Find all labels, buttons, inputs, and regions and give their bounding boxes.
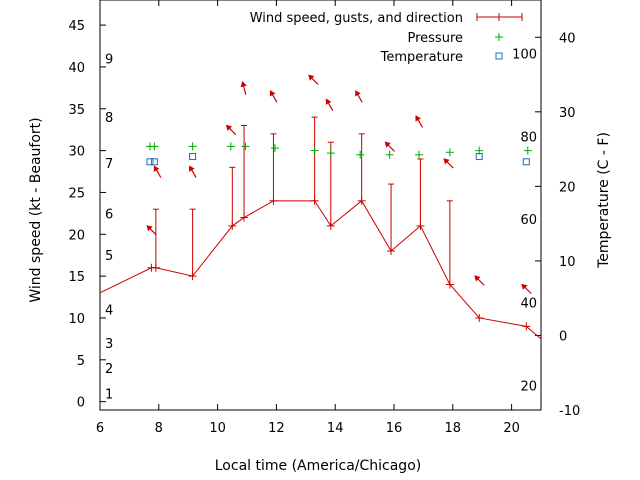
wind-direction-arrow bbox=[384, 141, 395, 152]
arrow-head bbox=[474, 275, 481, 282]
y-tick-label: 20 bbox=[68, 228, 85, 243]
wind-direction-arrow bbox=[189, 165, 197, 178]
beaufort-label: 7 bbox=[105, 157, 113, 172]
arrow-head bbox=[153, 165, 160, 172]
wind-direction-arrow bbox=[146, 225, 157, 236]
arrow-head bbox=[240, 81, 247, 88]
beaufort-label: 4 bbox=[105, 304, 113, 319]
arrow-head bbox=[384, 141, 391, 148]
x-tick-label: 6 bbox=[96, 421, 104, 436]
fahrenheit-label: 40 bbox=[520, 297, 537, 312]
y-tick-label: 5 bbox=[77, 354, 85, 369]
plot-axes: 6 8 10 12 14 16 18 20051015202530354045-1001020… bbox=[68, 0, 580, 436]
fahrenheit-label: 20 bbox=[520, 379, 537, 394]
temperature-point bbox=[150, 158, 158, 166]
legend-swatch-temperature bbox=[495, 52, 503, 60]
y2-tick-label: 40 bbox=[559, 31, 576, 46]
beaufort-label: 9 bbox=[105, 53, 113, 68]
x-tick-label: 20 bbox=[503, 421, 520, 436]
x-tick-label: 10 bbox=[209, 421, 226, 436]
beaufort-label: 3 bbox=[105, 337, 113, 352]
wind-direction-arrow bbox=[415, 115, 424, 128]
arrow-head bbox=[269, 90, 276, 97]
y-axis-label: Wind speed (kt - Beaufort) bbox=[28, 117, 44, 302]
wind-direction-arrow bbox=[355, 90, 363, 103]
y-tick-label: 25 bbox=[68, 186, 85, 201]
y2-axis-label: Temperature (C - F) bbox=[596, 132, 612, 269]
arrow-head bbox=[189, 165, 195, 172]
plot-frame bbox=[99, 0, 542, 411]
arrow-head bbox=[325, 98, 332, 105]
wind-direction-arrow bbox=[443, 158, 454, 169]
temperature-point bbox=[522, 158, 530, 166]
beaufort-label: 1 bbox=[105, 387, 113, 402]
legend-label-temperature: Temperature bbox=[380, 50, 463, 65]
wind-direction-arrow bbox=[521, 283, 532, 295]
fahrenheit-label: 80 bbox=[520, 130, 537, 145]
wind-direction-arrow bbox=[269, 90, 278, 103]
x-tick-label: 18 bbox=[445, 421, 462, 436]
temperature-point bbox=[189, 153, 197, 161]
arrow-head bbox=[225, 124, 233, 131]
wind-direction-arrow bbox=[474, 275, 485, 286]
chart-marks bbox=[99, 74, 542, 340]
wind-direction-arrow bbox=[225, 124, 237, 136]
arrow-head bbox=[415, 115, 422, 122]
y2-tick-label: 30 bbox=[559, 106, 576, 121]
y-tick-label: 15 bbox=[68, 270, 85, 285]
y-tick-label: 45 bbox=[68, 19, 85, 34]
y-tick-label: 40 bbox=[68, 61, 85, 76]
chart-legend: Wind speed, gusts, and direction Pressure… bbox=[250, 11, 523, 65]
y2-tick-label: 0 bbox=[559, 329, 567, 344]
wind-direction-arrow bbox=[308, 74, 319, 85]
x-axis-label: Local time (America/Chicago) bbox=[215, 458, 421, 474]
temperature-point bbox=[475, 153, 483, 161]
beaufort-label: 2 bbox=[105, 362, 113, 377]
x-tick-label: 12 bbox=[268, 421, 285, 436]
temperature-point bbox=[146, 158, 154, 166]
y-tick-label: 35 bbox=[68, 103, 85, 118]
arrow-head bbox=[146, 225, 153, 232]
legend-label-pressure: Pressure bbox=[407, 31, 463, 46]
y2-tick-label: -10 bbox=[559, 404, 580, 419]
wind-direction-arrow bbox=[240, 81, 247, 95]
x-tick-label: 16 bbox=[386, 421, 403, 436]
y-tick-label: 0 bbox=[77, 396, 85, 411]
beaufort-label: 5 bbox=[105, 249, 113, 264]
x-tick-label: 14 bbox=[327, 421, 344, 436]
y-tick-label: 10 bbox=[68, 312, 85, 327]
y-tick-label: 30 bbox=[68, 145, 85, 160]
y2-tick-label: 10 bbox=[559, 255, 576, 270]
arrow-head bbox=[521, 283, 528, 290]
x-tick-label: 8 bbox=[155, 421, 163, 436]
arrow-head bbox=[443, 158, 450, 165]
y2-tick-label: 20 bbox=[559, 180, 576, 195]
wind-direction-arrow bbox=[153, 165, 162, 178]
fahrenheit-label: 60 bbox=[520, 213, 537, 228]
wind-direction-arrow bbox=[325, 98, 334, 111]
beaufort-label: 8 bbox=[105, 111, 113, 126]
arrow-head bbox=[355, 90, 361, 97]
legend-label-wind: Wind speed, gusts, and direction bbox=[250, 11, 463, 26]
fahrenheit-label: 100 bbox=[512, 48, 537, 63]
beaufort-label: 6 bbox=[105, 207, 113, 222]
wind-speed-line bbox=[99, 200, 542, 340]
arrow-head bbox=[308, 74, 315, 81]
